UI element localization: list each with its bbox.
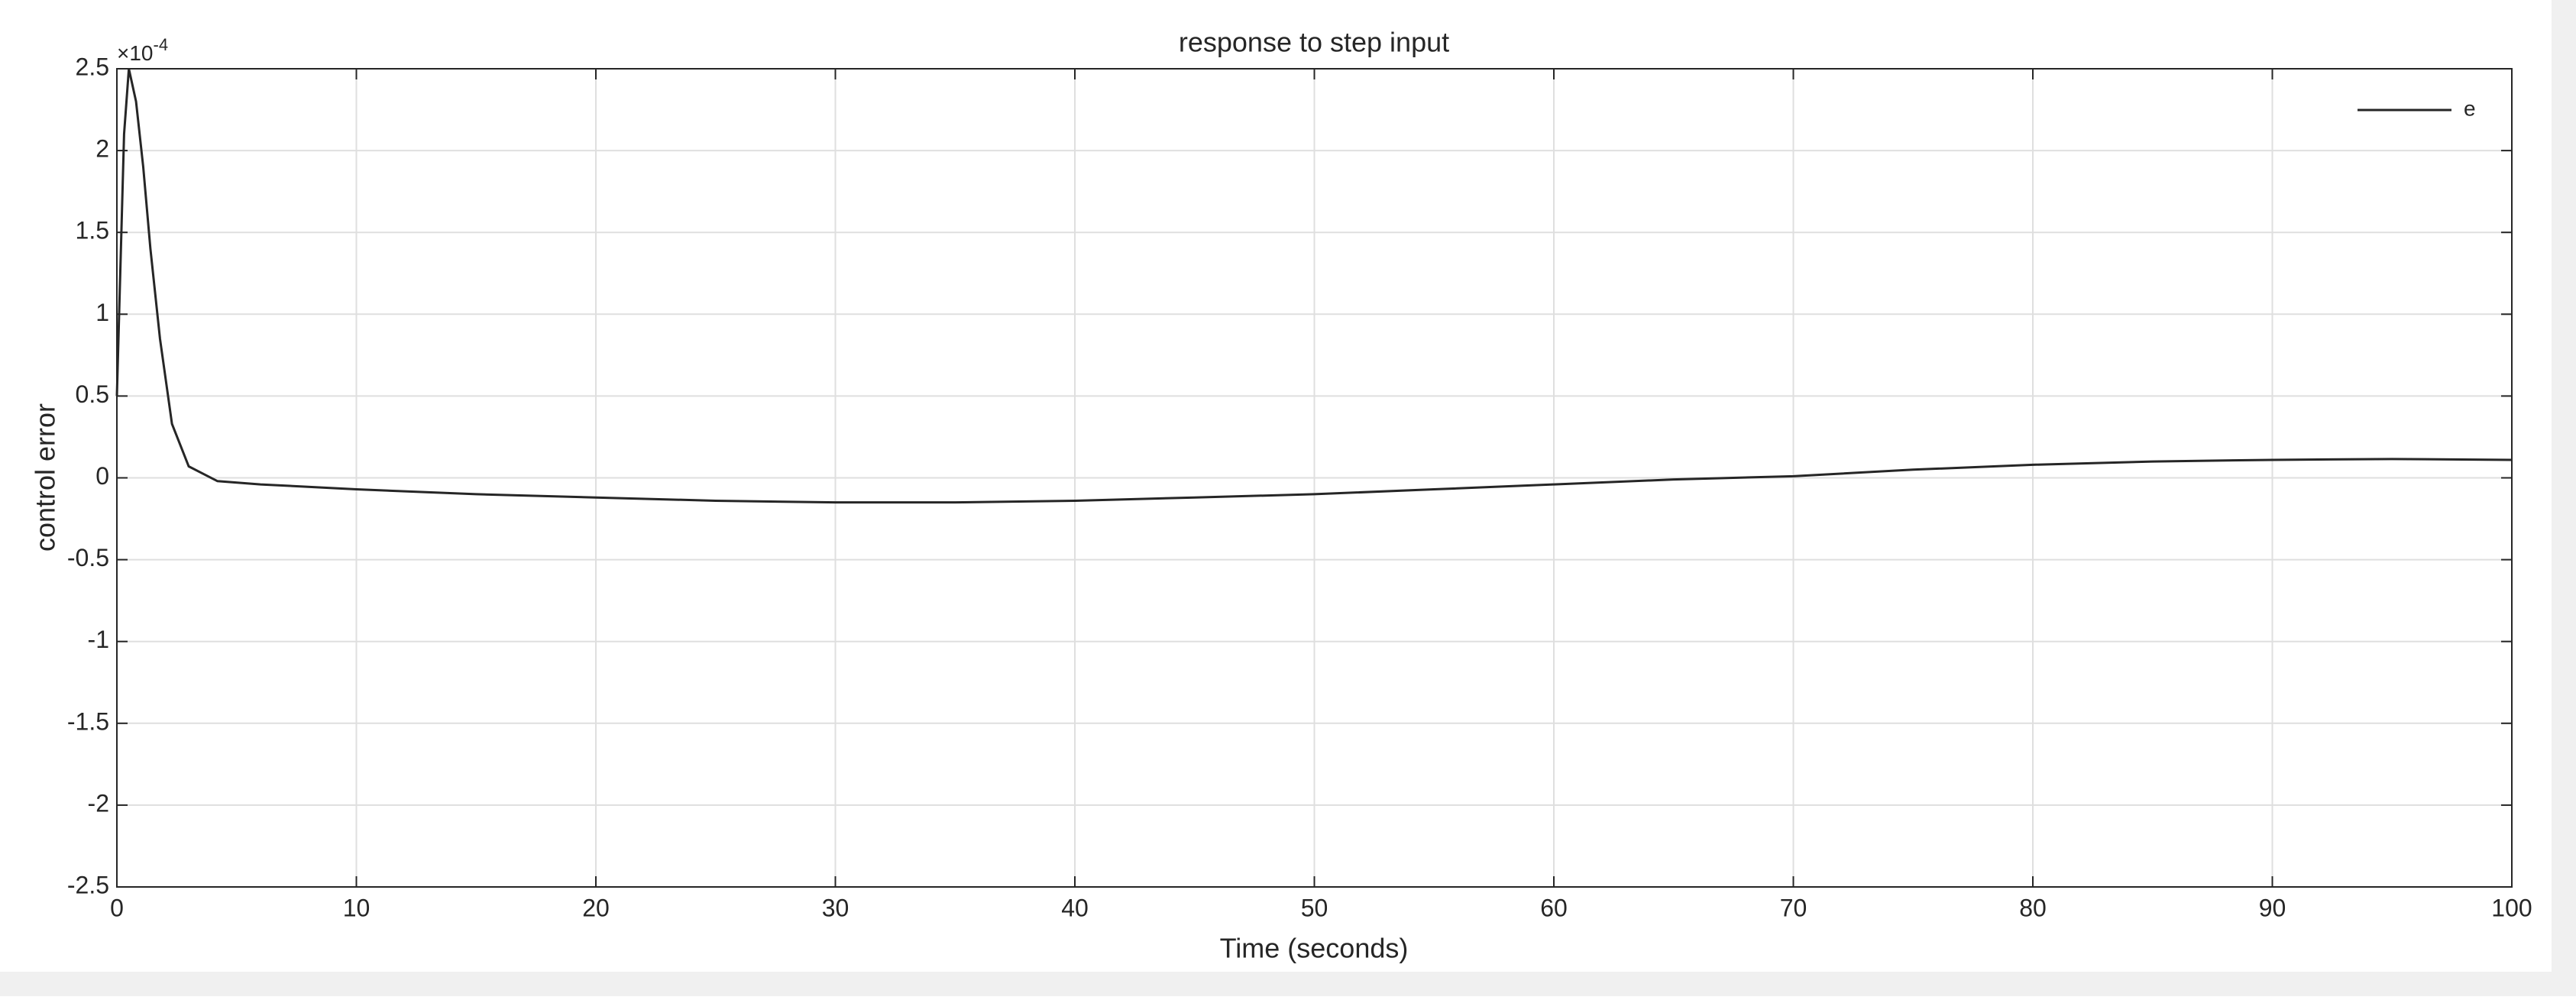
x-tick-label: 100 (2491, 894, 2532, 921)
x-tick-label: 60 (1540, 894, 1568, 921)
y-tick-label: 1 (95, 299, 109, 326)
y-tick-label: -1.5 (67, 707, 109, 735)
frame-edge (2552, 0, 2576, 996)
y-tick-label: -1 (88, 626, 109, 653)
y-tick-label: 0 (95, 462, 109, 490)
x-tick-label: 0 (110, 894, 124, 921)
y-tick-label: 1.5 (76, 217, 109, 244)
y-tick-label: -2 (88, 789, 109, 817)
legend-label: e (2464, 96, 2476, 120)
y-tick-label: -2.5 (67, 871, 109, 898)
x-tick-label: 50 (1301, 894, 1328, 921)
y-axis-label: control error (30, 403, 61, 552)
x-tick-label: 70 (1780, 894, 1807, 921)
series-line (115, 68, 2513, 504)
chart-title: response to step input (1179, 27, 1449, 58)
y-multiplier-exponent: -4 (154, 35, 169, 54)
frame-edge (0, 972, 2576, 996)
x-tick-label: 90 (2259, 894, 2286, 921)
x-tick-label: 40 (1061, 894, 1089, 921)
plot-frame (116, 68, 2513, 888)
y-tick-label: 0.5 (76, 380, 109, 408)
x-axis-label: Time (seconds) (1220, 933, 1409, 964)
y-tick-label: -0.5 (67, 544, 109, 571)
y-tick-label: 2 (95, 135, 109, 163)
y-tick-label: 2.5 (76, 53, 109, 80)
x-tick-label: 80 (2019, 894, 2047, 921)
x-tick-label: 30 (822, 894, 849, 921)
y-multiplier: ×10-4 (117, 35, 168, 66)
y-multiplier-base: ×10 (117, 41, 154, 65)
x-tick-label: 20 (582, 894, 610, 921)
x-tick-label: 10 (343, 894, 371, 921)
